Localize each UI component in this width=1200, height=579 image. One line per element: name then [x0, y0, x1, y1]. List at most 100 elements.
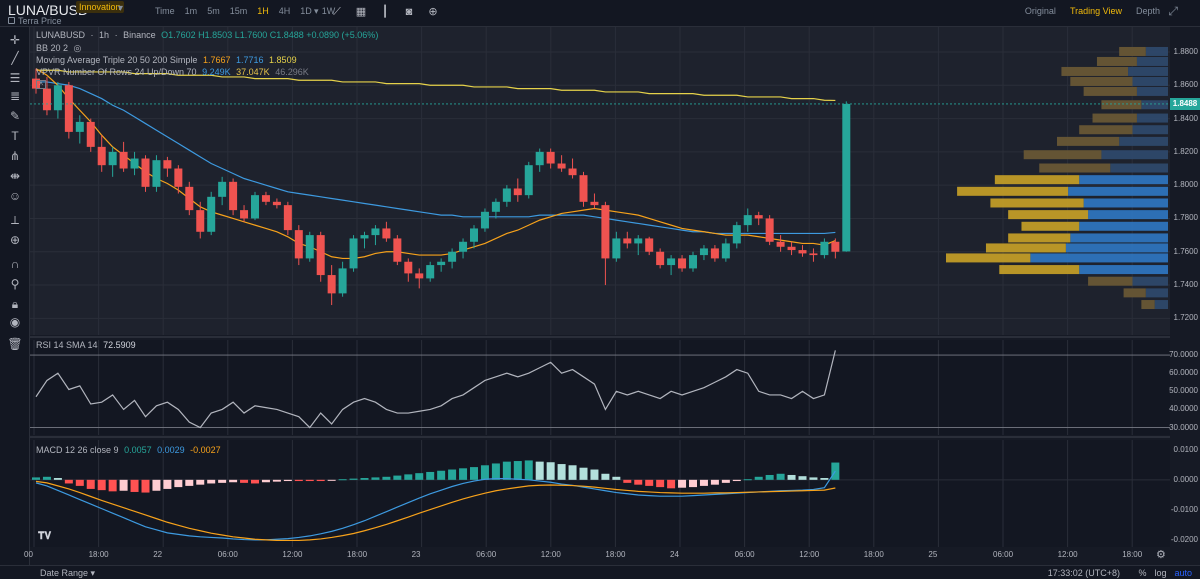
vpvr-up-bar	[1088, 210, 1168, 220]
time-tick-label: 23	[411, 550, 421, 559]
candle-body	[557, 163, 566, 169]
candle-body	[108, 151, 117, 166]
pattern-icon[interactable]: ⋔	[9, 149, 21, 163]
brush-icon[interactable]: ✎	[9, 109, 21, 123]
rsi-tick-label: 50.0000	[1169, 386, 1198, 396]
interval-5m[interactable]: 5m	[207, 6, 220, 16]
vpvr-up-bar	[1079, 265, 1168, 275]
candle-body	[754, 215, 763, 219]
trend-line-icon[interactable]: ╱	[11, 51, 19, 65]
view-depth[interactable]: Depth	[1135, 6, 1160, 16]
price-axis[interactable]: 1.8800 1.8600 1.8400 1.8200 1.8000 1.7800 1.76…	[1169, 27, 1200, 552]
macd-hist-bar	[294, 479, 303, 482]
rsi-tick-label: 30.0000	[1169, 422, 1198, 432]
horizontal-lines-icon[interactable]: ☰	[9, 71, 21, 85]
candle-body	[141, 158, 150, 187]
macd-hist-bar	[305, 479, 314, 482]
interval-4h[interactable]: 4H	[278, 6, 291, 16]
view-trading-view[interactable]: Trading View	[1069, 6, 1122, 16]
magnet-icon[interactable]: ∩	[10, 257, 20, 271]
emoji-icon[interactable]: ☺	[8, 189, 22, 203]
chart-canvas[interactable]	[30, 27, 1170, 552]
view-original[interactable]: Original	[1024, 6, 1056, 16]
macd-hist-bar	[75, 479, 84, 486]
macd-hist-bar	[32, 477, 40, 480]
interval-1w[interactable]: 1W	[321, 6, 336, 16]
chart-area[interactable]	[30, 27, 1170, 552]
macd-hist-bar	[53, 478, 62, 480]
pair-chevron-down-icon[interactable]: ▾	[118, 3, 124, 14]
macd-hist-bar	[645, 479, 654, 486]
candle-body	[152, 160, 161, 187]
vpvr-legend[interactable]: VPVR Number Of Rows 24 Up/Down 70 9.249K…	[36, 67, 312, 77]
vpvr-up-bar	[1119, 136, 1168, 146]
macd-hist-bar	[809, 477, 818, 480]
bb-legend[interactable]: BB 20 2 ◎	[36, 43, 84, 54]
add-icon[interactable]: ⊕	[428, 6, 438, 18]
expand-icon[interactable]: ⤢	[1168, 4, 1178, 18]
collapse-legend-icon[interactable]: ˄	[36, 80, 46, 89]
price-tick-label: 1.7400	[1173, 280, 1198, 290]
macd-pane	[30, 440, 1170, 547]
vpvr-up-bar	[1030, 253, 1168, 263]
interval-chevron-down-icon[interactable]: ▾	[314, 6, 319, 16]
time-axis[interactable]: 00 18:00 22 06:00 12:00 18:00 23 06:00 12:00 18:0…	[24, 548, 1170, 564]
candle-body	[229, 181, 238, 211]
ma-legend[interactable]: Moving Average Triple 20 50 200 Simple 1…	[36, 55, 300, 65]
interval-1m[interactable]: 1m	[184, 6, 198, 16]
macd-hist-bar	[557, 464, 566, 480]
ruler-icon[interactable]: ⟂	[10, 213, 19, 227]
crosshair-icon[interactable]: ✛	[9, 33, 21, 47]
candle-body	[240, 210, 249, 219]
macd-hist-bar	[360, 478, 369, 480]
measure-icon[interactable]: ⇼	[9, 169, 21, 183]
vpvr-down-bar	[1079, 125, 1133, 135]
rsi-pane	[30, 340, 1170, 435]
trash-icon[interactable]: 🗑︎	[7, 337, 23, 351]
candle-body	[480, 211, 489, 229]
gear-icon[interactable]: ⚙	[1156, 549, 1166, 561]
vpvr-up-bar	[1145, 288, 1168, 298]
interval-time[interactable]: Time	[155, 6, 175, 16]
interval-1d[interactable]: 1D	[300, 6, 312, 16]
pair-title[interactable]: LUNA/BUSD	[8, 2, 89, 18]
text-icon[interactable]: T	[11, 129, 19, 143]
camera-icon[interactable]: ◙	[405, 6, 413, 18]
price-tick-label: 1.7600	[1173, 246, 1198, 256]
interval-1h[interactable]: 1H	[257, 6, 269, 16]
macd-hist-bar	[141, 479, 150, 493]
chart-type-icon[interactable]: ▦	[355, 6, 367, 18]
date-range-button[interactable]: Date Range ▾	[40, 568, 96, 578]
candle-body	[283, 205, 292, 231]
time-tick-label: 06:00	[993, 550, 1014, 559]
fib-icon[interactable]: ≣	[9, 89, 21, 103]
eye-icon[interactable]: ◉	[9, 315, 21, 329]
macd-label: MACD 12 26 close 9	[36, 445, 119, 455]
candles-icon[interactable]: ┃	[381, 6, 389, 18]
lock-drawing-icon[interactable]: ⚲	[10, 277, 20, 291]
vpvr-down-bar	[1023, 150, 1102, 160]
scale-option-log[interactable]: log	[1154, 568, 1167, 578]
macd-hist-bar	[590, 469, 599, 480]
vpvr-down-bar	[957, 186, 1069, 196]
time-tick-label: 12:00	[799, 550, 820, 559]
visibility-icon[interactable]: ◎	[73, 43, 82, 53]
candle-body	[524, 165, 533, 196]
lock-icon[interactable]: 🔒︎	[11, 297, 19, 311]
candle-body	[459, 241, 468, 252]
macd-hist-bar	[437, 470, 446, 480]
vpvr-up-bar	[1079, 221, 1168, 231]
candle-body	[42, 88, 51, 111]
macd-hist-bar	[732, 479, 741, 482]
macd-hist-bar	[699, 479, 708, 486]
indicators-icon[interactable]: ⟋	[333, 6, 341, 18]
macd-hist-bar	[535, 461, 544, 480]
interval-15m[interactable]: 15m	[229, 6, 248, 16]
scale-option-auto[interactable]: auto	[1174, 568, 1192, 578]
zoom-icon[interactable]: ⊕	[9, 233, 21, 247]
info-icon	[8, 17, 15, 24]
scale-option-percent[interactable]: %	[1138, 568, 1147, 578]
macd-hist-bar	[97, 479, 106, 491]
macd-tick-label: -0.0100	[1170, 505, 1198, 515]
pair-subtitle[interactable]: Terra Price	[18, 16, 62, 26]
